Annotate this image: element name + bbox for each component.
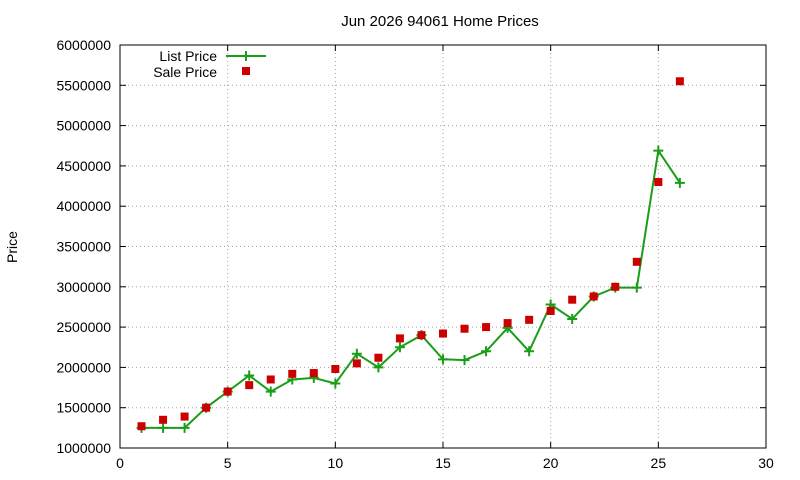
list-price-point xyxy=(330,378,341,389)
x-tick-label: 20 xyxy=(543,455,559,471)
y-tick-label: 1000000 xyxy=(56,440,111,456)
y-axis-label: Price xyxy=(4,231,20,263)
sale-price-point xyxy=(546,306,555,315)
sale-price-point xyxy=(503,319,512,328)
sale-price-point xyxy=(223,387,232,396)
sale-price-point xyxy=(159,415,168,424)
list-price-point xyxy=(265,386,276,397)
sale-price-point xyxy=(331,365,340,374)
sale-price-point xyxy=(675,77,684,86)
sale-price-point xyxy=(309,369,318,378)
y-tick-label: 6000000 xyxy=(56,37,111,53)
y-tick-label: 5500000 xyxy=(56,77,111,93)
list-price-point xyxy=(459,355,470,366)
sale-price-point xyxy=(180,412,189,421)
x-tick-label: 5 xyxy=(224,455,232,471)
y-tick-label: 3000000 xyxy=(56,279,111,295)
sale-price-point xyxy=(525,315,534,324)
list-price-point xyxy=(631,282,642,293)
legend-label-sale-price: Sale Price xyxy=(153,64,217,80)
legend: List Price Sale Price xyxy=(153,48,266,80)
sale-price-point xyxy=(589,292,598,301)
y-tick-label: 4000000 xyxy=(56,198,111,214)
y-tick-label: 2000000 xyxy=(56,359,111,375)
sale-price-point xyxy=(417,331,426,340)
legend-marker-list-price xyxy=(241,51,251,61)
sale-price-point xyxy=(568,295,577,304)
sale-price-point xyxy=(395,334,404,343)
list-price-point xyxy=(373,362,384,373)
list-price-point xyxy=(158,422,169,433)
chart-title: Jun 2026 94061 Home Prices xyxy=(341,13,539,30)
sale-price-point xyxy=(202,403,211,412)
x-tick-label: 25 xyxy=(651,455,667,471)
list-price-point xyxy=(244,370,255,381)
x-tick-label: 10 xyxy=(328,455,344,471)
list-price-point xyxy=(674,177,685,188)
x-tick-label: 30 xyxy=(758,455,774,471)
sale-price-point xyxy=(611,282,620,291)
sale-price-point xyxy=(266,375,275,384)
list-price-point xyxy=(394,342,405,353)
list-price-point xyxy=(653,145,664,156)
sale-price-point xyxy=(352,359,361,368)
sale-price-point xyxy=(245,381,254,390)
list-price-point xyxy=(179,422,190,433)
series-line-list-price xyxy=(141,147,681,429)
list-price-point xyxy=(438,354,448,365)
list-price-point xyxy=(351,348,362,359)
list-price-point xyxy=(567,314,578,325)
sale-price-point xyxy=(439,329,447,338)
sale-price-point xyxy=(137,422,146,431)
y-tick-label: 2500000 xyxy=(56,319,111,335)
legend-swatch-sale-price xyxy=(242,67,250,75)
sale-price-point xyxy=(482,323,491,332)
sale-price-point xyxy=(654,178,663,187)
x-tick-label: 15 xyxy=(435,455,451,471)
sale-price-point xyxy=(632,257,641,266)
x-tick-label: 0 xyxy=(116,455,124,471)
grid-lines xyxy=(120,45,766,448)
sale-price-point xyxy=(288,369,297,378)
sale-price-point xyxy=(460,324,469,333)
axes: 1000000 1500000 2000000 2500000 3000000 35000… xyxy=(56,37,774,471)
data-series xyxy=(136,77,685,433)
y-tick-label: 5000000 xyxy=(56,118,111,134)
y-tick-label: 4500000 xyxy=(56,158,111,174)
list-price-point xyxy=(524,346,535,357)
y-tick-label: 1500000 xyxy=(56,400,111,416)
list-price-point xyxy=(481,346,492,357)
legend-label-list-price: List Price xyxy=(159,48,217,64)
sale-price-point xyxy=(374,353,383,362)
y-tick-label: 3500000 xyxy=(56,239,111,255)
